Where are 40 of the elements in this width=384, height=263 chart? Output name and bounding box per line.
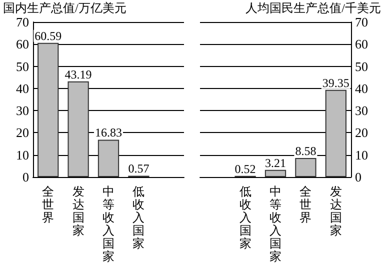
- bar: [264, 170, 286, 177]
- x-tick-label: 全世界: [42, 184, 54, 224]
- y2-tick-label: 0: [355, 170, 362, 184]
- y-tick-label: 20: [16, 125, 29, 140]
- y-tick-label: 40: [16, 80, 29, 96]
- y2-tick-label: 50: [355, 58, 368, 74]
- y2-tick-label: 70: [355, 14, 368, 30]
- data-label: 0.52: [234, 162, 256, 176]
- y2-tick-label: 30: [355, 103, 368, 118]
- y-tick-label: 50: [16, 58, 29, 74]
- y-tick-label: 70: [16, 14, 29, 30]
- x-tick-label: 中等收入国家: [102, 184, 114, 263]
- data-label: 43.19: [64, 67, 92, 82]
- x-tick-label: 低收入国家: [239, 184, 252, 250]
- y-tick-label: 30: [16, 103, 29, 118]
- y-tick-label: 0: [22, 170, 29, 184]
- y2-tick-label: 20: [355, 125, 368, 140]
- y-tick-label: 10: [16, 147, 29, 162]
- y2-tick-label: 40: [355, 80, 368, 96]
- data-label: 3.21: [265, 156, 286, 170]
- bar: [98, 140, 120, 177]
- data-label: 0.57: [128, 162, 150, 176]
- y-axis-title: 国内生产总值/万亿美元: [3, 1, 126, 15]
- x-tick-label: 中等收入国家: [270, 184, 282, 263]
- bar: [38, 42, 59, 177]
- bar: [295, 158, 316, 177]
- y2-tick-label: 10: [355, 147, 368, 162]
- data-label: 60.59: [34, 28, 62, 43]
- bar: [325, 90, 346, 177]
- x-tick-label: 全世界: [300, 184, 312, 224]
- data-label: 16.83: [95, 126, 122, 140]
- data-label: 8.58: [295, 144, 316, 158]
- y2-tick-label: 60: [355, 36, 368, 52]
- y-tick-label: 60: [16, 36, 29, 52]
- x-tick-label: 发达国家: [72, 184, 84, 238]
- data-label: 39.35: [322, 76, 350, 90]
- x-tick-label: 发达国家: [330, 184, 342, 238]
- y2-axis-title: 人均国民生产总值/千美元: [246, 1, 381, 15]
- x-tick-label: 低收入国家: [132, 184, 145, 250]
- bar: [68, 81, 89, 177]
